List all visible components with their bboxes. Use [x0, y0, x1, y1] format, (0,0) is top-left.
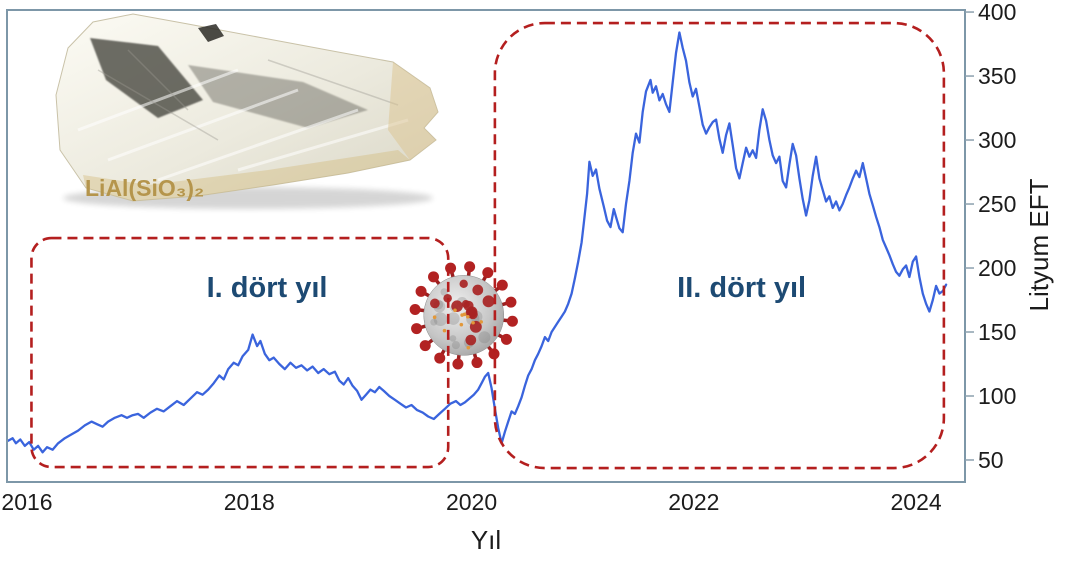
virus-spike-knob	[471, 357, 483, 369]
virus-spike-knob	[415, 285, 427, 297]
virus-texture-blob	[478, 331, 491, 344]
y-axis-title: Lityum EFT	[1024, 178, 1054, 311]
virus-surface-spike	[472, 284, 484, 296]
period-label: II. dört yıl	[677, 272, 806, 304]
crystal-gold-edge	[83, 150, 410, 201]
period-region-box	[30, 236, 450, 469]
virus-texture-blob	[449, 335, 457, 342]
x-tick-label: 2020	[446, 489, 497, 515]
virus-orange-dot	[479, 320, 483, 324]
period-label: I. dört yıl	[207, 272, 328, 304]
virus-orange-dot	[442, 328, 447, 333]
virus-spike-knob	[464, 261, 476, 273]
x-tick-label: 2018	[224, 489, 275, 515]
virus-spike-knob	[428, 271, 440, 283]
virus-texture-blob	[451, 341, 460, 350]
crystal-shine-streaks	[77, 68, 409, 182]
virus-surface-spike	[430, 298, 440, 309]
crystal-hole	[198, 24, 224, 42]
period-labels: I. dört yıl II. dört yıl	[207, 272, 806, 304]
virus-spike-knob	[505, 296, 517, 308]
virus-spike-knob	[488, 348, 500, 360]
virus-orange-dot	[459, 322, 464, 327]
crystal-gold-tip	[388, 62, 438, 160]
x-axis: 2016 2018 2020 2022 2024	[1, 489, 941, 515]
virus-surface-spike	[451, 300, 463, 312]
y-tick-label: 100	[978, 383, 1016, 409]
virus-orange-dot	[466, 314, 470, 319]
virus-orange-dot	[471, 320, 475, 325]
virus-texture-blob	[430, 318, 438, 326]
etf-price-polyline	[6, 31, 948, 454]
y-tick-label: 400	[978, 0, 1016, 25]
virus-surface-spike	[466, 306, 478, 318]
virus-texture-blob	[447, 312, 460, 325]
x-axis-title: Yıl	[471, 525, 501, 555]
x-tick-label: 2016	[1, 489, 52, 515]
virus-spike-knob	[434, 352, 446, 364]
price-line	[6, 31, 948, 454]
virus-spike-knob	[482, 267, 494, 279]
y-tick-label: 350	[978, 63, 1016, 89]
x-tick-label: 2022	[668, 489, 719, 515]
spodumene-crystal-image: LiAl(SiO₃)₂	[55, 13, 439, 209]
virus-spike-knob	[419, 340, 431, 352]
period-region-box	[493, 21, 946, 470]
plot-frame-stroke	[6, 9, 966, 483]
y-tick-label: 50	[978, 447, 1004, 473]
y-tick-label: 200	[978, 255, 1016, 281]
y-tick-label: 300	[978, 127, 1016, 153]
crystal-dark-inclusion	[90, 38, 203, 118]
virus-surface-spike	[459, 279, 468, 289]
virus-orange-dot	[466, 345, 471, 350]
crystal-fine-streaks	[97, 49, 399, 141]
y-tick-label: 250	[978, 191, 1016, 217]
virus-orange-dot	[432, 315, 437, 320]
virus-spike-knob	[445, 262, 457, 274]
crystal-formula-label: LiAl(SiO₃)₂	[85, 175, 204, 201]
virus-surface-spike	[465, 334, 477, 346]
virus-texture-blob	[433, 312, 448, 327]
virus-spike-knob	[411, 323, 423, 335]
virus-texture-blob	[440, 288, 448, 296]
virus-spike-knob	[506, 315, 518, 327]
virus-orange-dot	[453, 308, 457, 313]
coronavirus-icon	[409, 261, 518, 370]
virus-spike-knob	[409, 304, 421, 316]
virus-orange-dot	[460, 313, 464, 317]
x-tick-label: 2024	[891, 489, 942, 515]
y-axis: 50 100 150 200 250 300 350 400	[965, 0, 1016, 473]
y-tick-label: 150	[978, 319, 1016, 345]
virus-spike-knob	[452, 358, 464, 370]
period-regions	[30, 21, 946, 470]
virus-spike-knob	[496, 279, 508, 291]
virus-surface-spike	[482, 295, 495, 308]
virus-spike-knob	[500, 333, 512, 345]
